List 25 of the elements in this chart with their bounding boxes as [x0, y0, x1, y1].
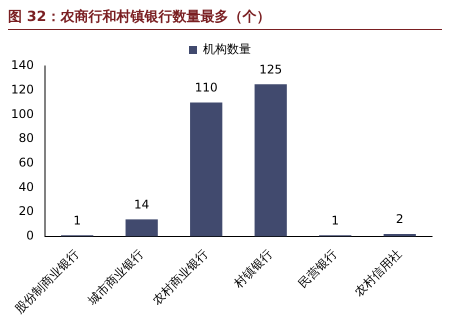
bar	[254, 84, 287, 236]
x-tick-label: 农村信用社	[352, 246, 404, 300]
y-tick-label: 80	[18, 131, 34, 146]
y-tick-label: 0	[26, 228, 34, 243]
data-label: 125	[259, 62, 282, 76]
data-label: 2	[396, 212, 404, 226]
data-label: 1	[73, 213, 81, 228]
bar	[190, 102, 222, 236]
x-tick-label: 农村商业银行	[150, 246, 211, 308]
y-tick-label: 60	[18, 156, 34, 170]
bar	[126, 219, 158, 236]
x-tick-label: 村镇银行	[230, 246, 276, 292]
y-tick-label: 120	[11, 82, 34, 96]
data-label: 110	[194, 80, 218, 95]
y-tick-label: 40	[18, 180, 34, 194]
x-tick-label: 股份制商业银行	[12, 246, 82, 316]
data-label: 14	[134, 198, 150, 212]
legend-label: 机构数量	[203, 42, 251, 56]
y-tick-label: 100	[11, 106, 34, 121]
data-label: 1	[331, 213, 340, 228]
x-tick-label: 民营银行	[296, 246, 340, 291]
y-tick-label: 140	[11, 58, 34, 72]
y-tick-label: 20	[18, 204, 34, 218]
chart-title: 图 32：农商行和村镇银行数量最多（个）	[8, 8, 442, 30]
x-tick-label: 城市商业银行	[84, 246, 146, 308]
